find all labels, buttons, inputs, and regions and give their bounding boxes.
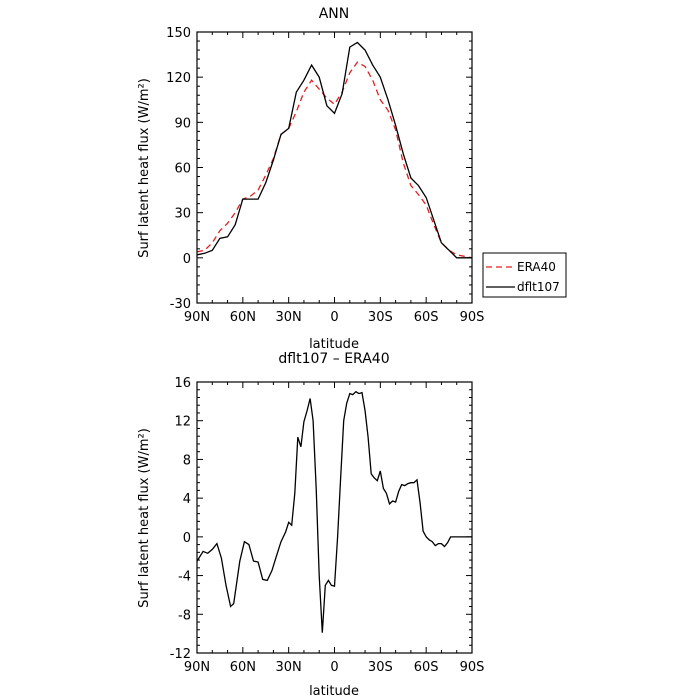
x-tick-label: 60N [230,310,256,325]
y-tick-label: -8 [178,608,191,623]
legend: ERA40 dflt107 [482,252,567,298]
legend-box [482,252,567,298]
y-tick-label: 60 [174,162,191,177]
bottom-x-axis-label: latitude [309,684,359,699]
x-tick-label: 30S [368,310,393,325]
bottom-plot-frame [196,381,473,654]
difference-line [196,390,472,633]
x-tick-label: 30N [276,660,302,675]
y-tick-label: 90 [174,116,191,131]
x-tick-label: 90S [460,310,485,325]
top-x-axis-label: latitude [309,337,359,352]
y-tick-label: 0 [183,531,191,546]
y-tick-label: 0 [183,252,191,267]
y-tick-label: 12 [174,415,191,430]
dflt107-line [196,41,472,259]
bottom-chart-title: dflt107 – ERA40 [278,351,389,367]
top-chart-title: ANN [319,6,350,22]
y-tick-label: 30 [174,207,191,222]
x-tick-label: 0 [330,310,338,325]
y-tick-label: -12 [170,647,191,662]
top-axis-ticks: 90N 60N 30N 0 30S 60S 90S -30 0 30 60 90 120 150 [166,26,484,325]
x-tick-label: 90N [184,660,210,675]
legend-era40-label: ERA40 [517,260,556,274]
y-tick-label: -30 [170,297,191,312]
x-tick-label: 90S [460,660,485,675]
y-tick-label: 150 [166,26,191,41]
x-tick-label: 60N [230,660,256,675]
x-tick-label: 0 [330,660,338,675]
x-tick-label: 30S [368,660,393,675]
era40-line [196,61,473,259]
y-tick-label: 16 [174,376,191,391]
x-tick-label: 90N [184,310,210,325]
x-tick-label: 60S [414,310,439,325]
x-tick-label: 30N [276,310,302,325]
y-tick-label: 8 [183,453,191,468]
bottom-panel: dflt107 – ERA40 90N 60N 30N 0 30S 60S 90S -12 -8… [137,351,484,699]
bottom-axis-ticks: 90N 60N 30N 0 30S 60S 90S -12 -8 -4 0 4 8 12 16 [170,376,485,675]
bottom-y-axis-label: Surf latent heat flux (W/m²) [137,428,152,608]
legend-dflt107-label: dflt107 [517,280,560,294]
x-tick-label: 60S [414,660,439,675]
y-tick-label: 120 [166,71,191,86]
y-tick-label: -4 [178,570,191,585]
y-tick-label: 4 [183,492,191,507]
top-panel: ANN 90N 60N 30N 0 30S 60S 90S-300306090120150 … [137,6,484,352]
top-plot-frame [196,31,473,304]
top-y-axis-label: Surf latent heat flux (W/m²) [137,78,152,258]
